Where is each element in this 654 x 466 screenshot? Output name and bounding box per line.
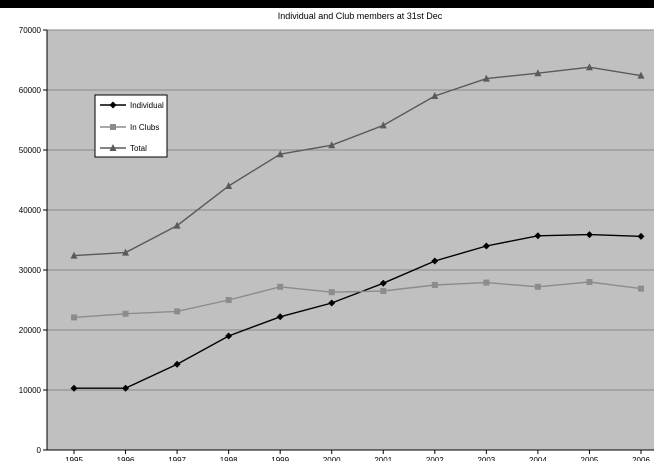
data-point-individual [328, 299, 336, 307]
data-point-individual [122, 384, 130, 392]
legend-marker-total [109, 144, 117, 151]
data-point-individual [482, 242, 490, 250]
y-tick-label: 40000 [19, 206, 42, 215]
data-point-individual [637, 232, 645, 240]
x-tick-label: 1995 [65, 456, 83, 461]
y-tick-label: 30000 [19, 266, 42, 275]
series-lines [70, 63, 645, 392]
x-tick-label: 1996 [117, 456, 135, 461]
data-point-in-clubs [328, 289, 335, 296]
data-point-individual [585, 231, 593, 239]
data-point-individual [276, 313, 284, 321]
data-point-in-clubs [431, 282, 438, 288]
y-tick-label: 20000 [19, 326, 42, 335]
legend-marker-in-clubs [110, 124, 116, 130]
legend-label-total: Total [130, 144, 147, 153]
data-point-individual [534, 232, 542, 240]
x-tick-label: 1998 [220, 456, 238, 461]
data-point-in-clubs [534, 283, 541, 290]
data-point-in-clubs [380, 288, 387, 294]
x-tick-label: 2003 [477, 456, 495, 461]
data-point-in-clubs [174, 308, 181, 315]
legend-label-individual: Individual [130, 101, 164, 110]
data-point-in-clubs [277, 283, 284, 290]
data-point-in-clubs [638, 285, 644, 292]
x-tick-label: 2006 [632, 456, 650, 461]
legend: Individual In Clubs Total [94, 94, 168, 158]
data-point-total [225, 182, 233, 189]
data-point-in-clubs [225, 297, 232, 303]
data-point-in-clubs [586, 279, 593, 285]
data-point-total [70, 251, 78, 259]
legend-label-in-clubs: In Clubs [130, 123, 159, 132]
y-tick-label: 0 [37, 446, 42, 455]
series-line-total [73, 66, 642, 257]
data-point-total [637, 71, 645, 79]
y-tick-label: 60000 [19, 86, 42, 95]
series-line-individual [74, 233, 642, 389]
data-point-total [173, 221, 181, 229]
x-tick-label: 2004 [529, 456, 547, 461]
data-point-individual [379, 279, 387, 287]
data-point-total [122, 248, 130, 256]
y-axis: 0 10000 20000 30000 40000 50000 60000 70000 [19, 26, 48, 455]
data-point-total [534, 69, 542, 77]
chart-title: Individual and Club members at 31st Dec [278, 11, 443, 21]
y-tick-label: 50000 [19, 146, 42, 155]
data-point-total [328, 141, 336, 149]
gridlines [47, 29, 654, 391]
data-point-individual [173, 360, 181, 368]
legend-marker-individual [109, 101, 117, 109]
y-tick-label: 70000 [19, 26, 42, 35]
x-tick-label: 2005 [581, 456, 599, 461]
header-bar [0, 0, 654, 8]
data-point-total [482, 74, 490, 82]
data-point-total [379, 121, 387, 129]
x-tick-label: 2002 [426, 456, 444, 461]
data-point-total [585, 63, 593, 71]
data-point-in-clubs [71, 314, 77, 321]
x-tick-label: 2000 [323, 456, 341, 461]
data-point-individual [225, 332, 233, 340]
y-tick-label: 10000 [19, 386, 42, 395]
data-point-in-clubs [122, 310, 129, 317]
data-point-individual [70, 384, 78, 392]
x-tick-label: 1999 [271, 456, 289, 461]
x-tick-label: 2001 [374, 456, 392, 461]
plot-area [47, 30, 654, 450]
data-point-total [276, 150, 284, 158]
data-point-in-clubs [483, 279, 490, 286]
data-point-total [431, 92, 439, 99]
data-point-individual [431, 257, 439, 265]
series-line-in-clubs [73, 281, 642, 319]
x-tick-label: 1997 [168, 456, 186, 461]
